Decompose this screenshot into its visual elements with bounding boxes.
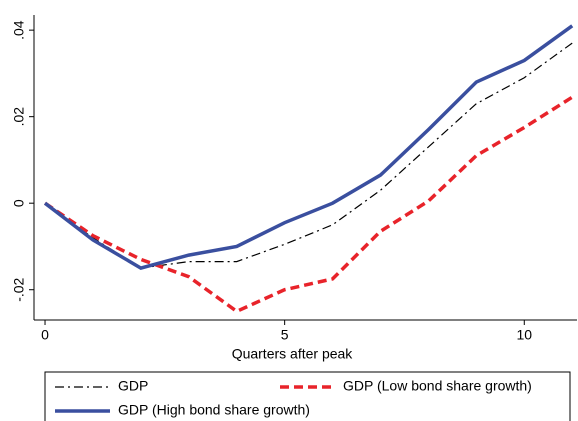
series-line: [44, 95, 574, 314]
x-axis-label: Quarters after peak: [232, 346, 354, 362]
series-line: [43, 24, 574, 270]
y-tick-label: -.02: [11, 277, 27, 301]
x-tick-label: 5: [281, 327, 289, 343]
y-tick-label: .02: [11, 107, 27, 127]
legend-label: GDP (High bond share growth): [118, 402, 310, 418]
legend-box: [44, 371, 571, 421]
x-tick-label: 0: [41, 327, 49, 343]
y-tick-label: 0: [11, 199, 27, 207]
legend-label: GDP: [118, 378, 148, 394]
y-tick-label: .04: [11, 20, 27, 40]
x-tick-label: 10: [516, 327, 532, 343]
series-line: [44, 42, 573, 269]
legend-label: GDP (Low bond share growth): [343, 378, 532, 394]
